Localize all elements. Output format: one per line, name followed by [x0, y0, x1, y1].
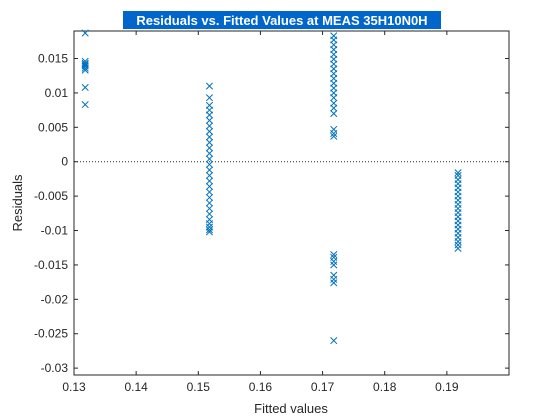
x-tick-label: 0.19: [435, 380, 459, 394]
data-point-marker: [205, 82, 214, 90]
data-point-marker: [205, 149, 214, 158]
data-point-marker: [330, 132, 338, 140]
y-tick-label: -0.005: [34, 189, 68, 203]
data-point-marker: [205, 160, 214, 169]
title-highlight: [123, 11, 441, 29]
x-tick-label: 0.17: [311, 380, 335, 394]
y-tick-label: -0.02: [41, 292, 69, 306]
data-point-marker: [330, 275, 338, 283]
data-point-marker: [205, 133, 214, 141]
x-axis-label: Fitted values: [254, 401, 328, 416]
plot-area-frame: [73, 30, 510, 376]
y-axis-label: Residuals: [10, 174, 25, 232]
y-tick-label: 0: [61, 155, 68, 169]
x-axis: 0.13 0.14 0.15 0.16 0.17 0.18 0.19: [62, 31, 459, 394]
data-point-marker: [330, 261, 338, 269]
data-point-marker: [205, 193, 214, 202]
y-axis: 0.015 0.01 0.005 0 -0.005 -0.01 -0.015 -0.02 -0.…: [34, 52, 509, 375]
data-point-marker: [205, 228, 214, 236]
data-point-marker: [330, 251, 338, 259]
data-point-marker: [454, 169, 462, 177]
data-point-marker: [330, 104, 338, 112]
data-point-marker: [454, 241, 462, 249]
data-point-marker: [205, 182, 214, 191]
y-tick-label: -0.015: [34, 258, 68, 272]
data-point-marker: [205, 138, 214, 147]
data-point-marker: [330, 129, 338, 138]
data-point-marker: [205, 177, 214, 185]
data-point-marker: [205, 204, 214, 213]
x-tick-label: 0.14: [124, 380, 148, 394]
data-point-marker: [205, 111, 214, 119]
data-point-marker: [330, 110, 338, 118]
data-point-marker: [205, 94, 214, 102]
data-point-marker: [205, 171, 214, 180]
y-tick-label: 0.005: [38, 120, 68, 134]
data-point-marker: [205, 144, 214, 152]
chart-title: Residuals vs. Fitted Values at MEAS 35H1…: [136, 13, 427, 28]
data-point-marker: [205, 116, 214, 124]
data-point-marker: [205, 226, 214, 234]
x-tick-label: 0.13: [62, 380, 86, 394]
data-point-marker: [330, 279, 338, 287]
data-point-marker: [81, 101, 89, 109]
data-point-marker: [205, 220, 214, 228]
x-tick-label: 0.15: [187, 380, 211, 394]
y-tick-label: 0.015: [38, 52, 68, 66]
data-point-marker: [81, 66, 89, 74]
data-point-marker: [81, 29, 89, 37]
y-tick-label: -0.01: [41, 224, 69, 238]
chart-title-group: Residuals vs. Fitted Values at MEAS 35H1…: [123, 11, 441, 29]
data-point-marker: [205, 210, 214, 218]
x-tick-label: 0.18: [373, 380, 397, 394]
y-tick-label: 0.01: [45, 86, 69, 100]
data-point-marker: [454, 244, 462, 252]
data-point-marker: [205, 127, 214, 136]
data-point-marker: [330, 337, 338, 345]
data-point-marker: [81, 83, 89, 91]
data-point-marker: [205, 188, 214, 196]
data-point-marker: [205, 199, 214, 207]
data-point-marker: [81, 64, 89, 72]
data-point-marker: [205, 166, 214, 174]
y-tick-label: -0.03: [41, 361, 69, 375]
data-point-marker: [205, 155, 214, 163]
data-point-marker: [81, 61, 89, 69]
data-point-marker: [330, 94, 338, 102]
y-tick-label: -0.025: [34, 327, 68, 341]
data-point-marker: [454, 237, 462, 246]
data-point-marker: [205, 122, 214, 130]
x-tick-label: 0.16: [249, 380, 273, 394]
data-point-marker: [330, 257, 338, 266]
data-markers: [81, 29, 462, 345]
